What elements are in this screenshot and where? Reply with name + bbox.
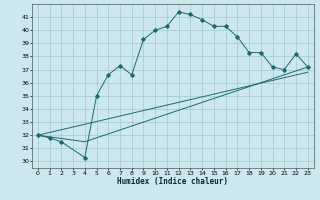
X-axis label: Humidex (Indice chaleur): Humidex (Indice chaleur) — [117, 177, 228, 186]
